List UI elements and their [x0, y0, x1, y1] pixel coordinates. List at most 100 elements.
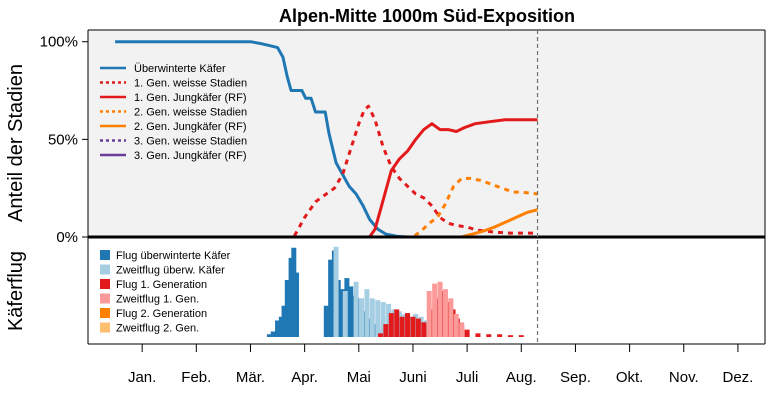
flight-bar-series-1	[284, 279, 290, 337]
month-label: Apr.	[291, 369, 318, 386]
flight-bar-series-4	[459, 322, 465, 337]
flight-bar-series-3	[410, 316, 416, 337]
flight-bar-series-1	[361, 311, 367, 337]
flight-bar-series-3	[415, 318, 421, 337]
month-label: Jan.	[128, 369, 156, 386]
flight-bar-series-3	[383, 324, 389, 337]
flight-bar-series-1	[278, 316, 284, 337]
legend-bar-swatch	[100, 250, 110, 260]
flight-bar-series-2	[364, 289, 370, 337]
legend-entry-label: Überwinterte Käfer	[134, 63, 226, 75]
flight-bar-series-4	[448, 298, 454, 337]
flight-bar-series-1	[281, 305, 287, 337]
month-label: Feb.	[181, 369, 211, 386]
month-label: Juli	[456, 369, 479, 386]
legend-bar-swatch	[100, 279, 110, 289]
flight-bar-series-2	[386, 303, 392, 337]
legend-bar-swatch	[100, 293, 110, 304]
flight-bar-series-3	[475, 333, 481, 337]
stage-line-series-4	[115, 176, 538, 239]
flight-bar-series-1	[356, 298, 362, 337]
flight-bar-series-1	[372, 324, 378, 337]
lower-y-axis-label: Käferflug	[5, 251, 27, 331]
flight-bar-series-1	[340, 289, 346, 337]
legend-entry-label: Zweitflug 2. Gen.	[116, 323, 199, 335]
month-label: Mai	[347, 369, 371, 386]
legend-entry-label: Zweitflug überw. Käfer	[116, 265, 225, 277]
month-label: Mär.	[236, 369, 265, 386]
y-tick-label: 100%	[40, 34, 78, 51]
y-axis: 100% 50% 0%	[40, 34, 88, 246]
legend-entry-label: Flug überwinterte Käfer	[116, 250, 231, 262]
flight-bar-series-1	[266, 334, 272, 337]
flight-bar-series-2	[369, 298, 375, 337]
flight-bar-series-3	[507, 335, 513, 337]
flight-bar-series-2	[407, 316, 413, 337]
flight-bar-series-3	[388, 313, 394, 337]
flight-bar-series-2	[396, 311, 402, 337]
month-label: Okt.	[616, 369, 644, 386]
legend-entry-label: Flug 1. Generation	[116, 279, 207, 291]
legend-entry-label: 2. Gen. Jungkäfer (RF)	[134, 121, 247, 133]
month-label: Juni	[399, 369, 427, 386]
flight-bar-series-3	[464, 329, 470, 337]
legend-bar-swatch	[100, 308, 110, 318]
flight-bar-series-2	[402, 314, 408, 337]
upper-y-axis-label: Anteil der Stadien	[5, 64, 27, 222]
month-label: Dez.	[722, 369, 753, 386]
flight-bar-series-2	[418, 316, 424, 337]
stage-line-series-2	[115, 104, 538, 239]
stage-line-series-1	[115, 40, 538, 239]
flight-bar-series-1	[275, 320, 281, 337]
flight-bar-series-4	[437, 281, 443, 337]
legend-entry-label: 2. Gen. weisse Stadien	[134, 107, 247, 119]
flight-bar-series-4	[426, 291, 432, 337]
flight-bar-series-1	[270, 331, 276, 337]
flight-bar-series-1	[291, 247, 297, 337]
flight-bar-series-2	[375, 300, 381, 337]
flight-bars	[266, 246, 524, 337]
legend-bar-swatch	[100, 264, 110, 275]
month-label: Aug.	[506, 369, 537, 386]
flight-bar-series-1	[348, 286, 354, 337]
y-tick-label: 50%	[48, 131, 78, 148]
flight-bar-series-4	[453, 314, 459, 337]
flight-bar-series-3	[518, 335, 524, 337]
flight-bar-series-1	[367, 318, 373, 337]
legend-entry-label: 1. Gen. Jungkäfer (RF)	[134, 92, 247, 104]
flight-bar-series-3	[429, 309, 435, 337]
month-label: Sep.	[560, 369, 591, 386]
flight-bar-series-2	[380, 302, 386, 337]
legend-bar-swatch	[100, 322, 110, 333]
flight-bar-series-3	[421, 322, 427, 337]
chart-title: Alpen-Mitte 1000m Süd-Exposition	[279, 6, 575, 26]
flight-bar-series-2	[359, 298, 365, 337]
flight-bar-series-2	[342, 291, 348, 337]
flight-bar-series-3	[497, 334, 503, 337]
legend-entry-label: Zweitflug 1. Gen.	[116, 294, 199, 306]
lower-legend: Flug überwinterte Käfer Zweitflug überw. …	[100, 250, 231, 335]
flight-bar-series-3	[377, 333, 383, 337]
flight-bar-series-1	[323, 305, 329, 337]
legend-entry-label: 1. Gen. weisse Stadien	[134, 78, 247, 90]
flight-bar-series-4	[442, 289, 448, 337]
y-tick-label: 0%	[56, 229, 78, 246]
flight-bar-series-2	[333, 246, 339, 337]
flight-bar-series-2	[391, 309, 397, 337]
flight-bar-series-2	[424, 320, 429, 337]
legend-entry-label: 3. Gen. weisse Stadien	[134, 136, 247, 148]
flight-bar-series-2	[413, 314, 419, 337]
upper-legend: Überwinterte Käfer 1. Gen. weisse Stadien…	[100, 63, 247, 162]
x-axis: Jan. Feb. Mär. Apr. Mai Juni Juli Aug. Sep. Okt. N…	[128, 344, 753, 386]
legend-entry-label: 3. Gen. Jungkäfer (RF)	[134, 150, 247, 162]
flight-bar-series-4	[432, 283, 438, 337]
flight-bar-series-1	[328, 259, 334, 337]
flight-bar-series-1	[294, 272, 300, 337]
flight-bar-series-1	[288, 257, 294, 337]
legend-entry-label: Flug 2. Generation	[116, 308, 207, 320]
month-label: Nov.	[669, 369, 699, 386]
flight-bar-series-2	[353, 281, 359, 337]
flight-bar-series-3	[394, 309, 400, 337]
flight-bar-series-3	[399, 316, 405, 337]
